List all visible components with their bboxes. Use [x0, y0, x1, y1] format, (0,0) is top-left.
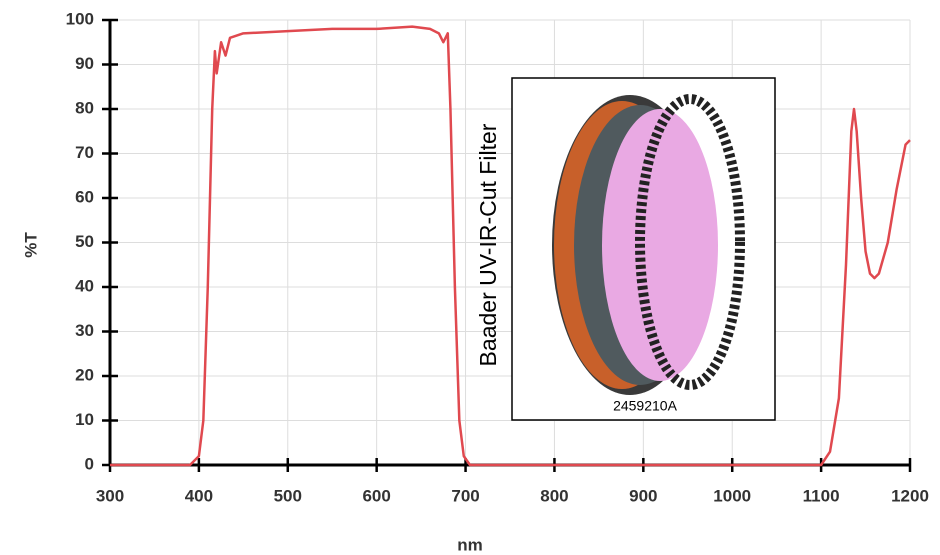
x-tick-label: 1100	[803, 486, 840, 505]
y-tick-label: 60	[75, 187, 94, 206]
x-tick-label: 600	[362, 486, 390, 505]
y-tick-label: 40	[75, 276, 94, 295]
y-tick-label: 100	[66, 9, 94, 28]
x-tick-label: 700	[451, 486, 479, 505]
y-tick-label: 80	[75, 98, 94, 117]
inset-title: Baader UV-IR-Cut Filter	[475, 123, 501, 366]
x-tick-label: 900	[629, 486, 657, 505]
line-series	[110, 25, 911, 467]
y-tick-label: 30	[75, 321, 94, 340]
x-tick-label: 1200	[891, 486, 929, 505]
y-tick-label: 90	[75, 54, 94, 73]
x-tick-label: 1000	[713, 486, 751, 505]
y-axis-label: %T	[21, 232, 40, 258]
x-tick-label: 800	[540, 486, 568, 505]
y-tick-label: 20	[75, 365, 94, 384]
x-tick-label: 400	[185, 486, 213, 505]
y-tick-label: 10	[75, 410, 94, 429]
x-tick-label: 500	[274, 486, 302, 505]
x-axis-label: nm	[457, 535, 483, 554]
x-tick-label: 300	[96, 486, 124, 505]
grid: 0 10 20 30 40 50 60 70 80 90 100 300 400 500 600 700 800…	[66, 9, 929, 505]
filter-glass	[602, 109, 718, 381]
inset: 2459210A Baader UV-IR-Cut Filter	[475, 77, 776, 421]
inset-caption: 2459210A	[613, 398, 678, 414]
y-tick-label: 70	[75, 143, 94, 162]
filter-thread	[635, 94, 745, 390]
y-tick-label: 0	[85, 454, 94, 473]
y-tick-label: 50	[75, 232, 94, 251]
plot	[110, 25, 911, 467]
